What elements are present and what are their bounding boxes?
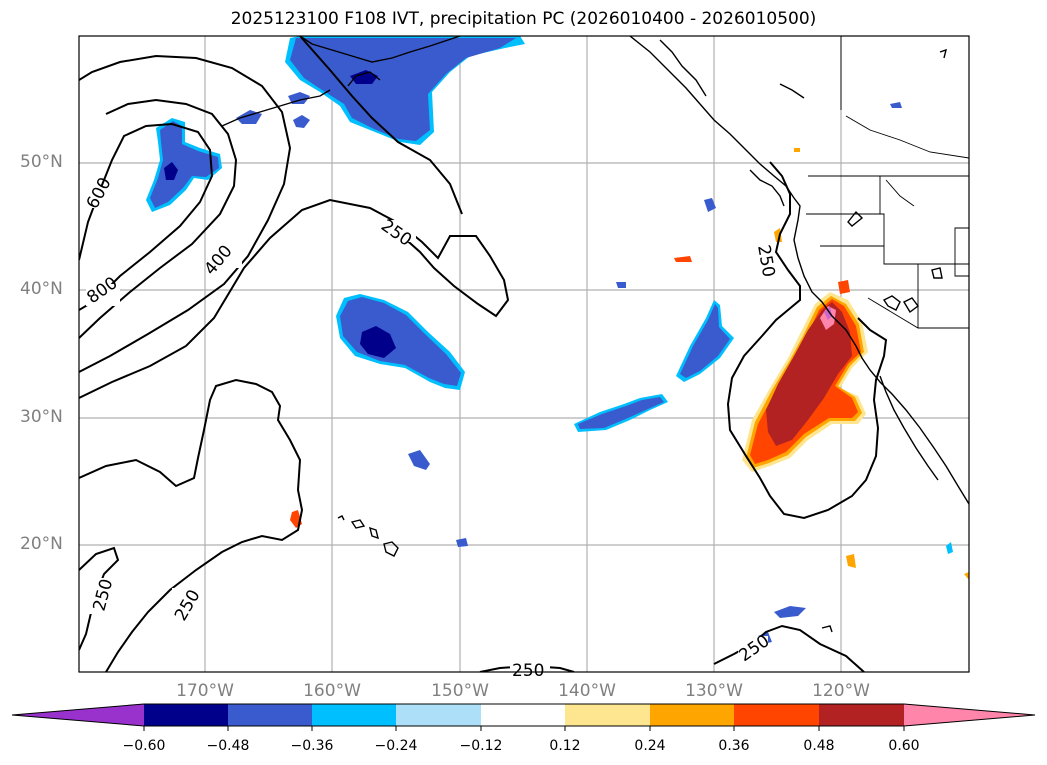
colorbar-over-arrow: [904, 704, 1035, 726]
colorbar-tick-10: 0.60: [888, 738, 920, 754]
contour-label-250-f: 250: [512, 661, 544, 681]
ivt-contours: [79, 36, 888, 672]
colorbar-tick-2: −0.48: [206, 738, 250, 754]
lon-label-120w: 120°W: [812, 681, 870, 701]
contour-label-backgrounds: [86, 186, 774, 672]
colorbar-bin-9: [819, 704, 904, 726]
colorbar-under-arrow: [12, 704, 144, 726]
colorbar-bin-6: [565, 704, 650, 726]
colorbar-tick-7: 0.24: [634, 738, 666, 754]
colorbar-tick-5: −0.12: [459, 738, 503, 754]
colorbar-bin-3: [312, 704, 397, 726]
colorbar-tick-3: −0.36: [290, 738, 334, 754]
colorbar-bin-8: [734, 704, 819, 726]
borders: [806, 36, 969, 329]
colorbar-bin-1: [144, 704, 229, 726]
lat-label-20n: 20°N: [20, 534, 63, 554]
lat-label-50n: 50°N: [20, 152, 63, 172]
map-title: 2025123100 F108 IVT, precipitation PC (2…: [230, 9, 817, 29]
lon-label-170w: 170°W: [176, 681, 234, 701]
colorbar-bin-7: [650, 704, 735, 726]
colorbar-tick-8: 0.36: [718, 738, 750, 754]
lon-label-160w: 160°W: [303, 681, 361, 701]
lat-label-30n: 30°N: [20, 407, 63, 427]
colorbar-tick-1: −0.60: [122, 738, 166, 754]
lon-label-150w: 150°W: [431, 681, 489, 701]
colorbar: [11, 703, 1036, 731]
colorbar-bin-4: [396, 704, 481, 726]
precip-positive-regions: [290, 148, 969, 580]
colorbar-tick-6: 0.12: [549, 738, 581, 754]
colorbar-tick-9: 0.48: [803, 738, 835, 754]
precip-negative-regions: [146, 36, 953, 644]
lon-label-140w: 140°W: [558, 681, 616, 701]
colorbar-bin-5: [481, 704, 566, 726]
lon-label-130w: 130°W: [685, 681, 743, 701]
lat-label-40n: 40°N: [20, 279, 63, 299]
colorbar-bin-2: [228, 704, 313, 726]
plot-frame: [78, 35, 970, 673]
colorbar-tick-4: −0.24: [374, 738, 418, 754]
